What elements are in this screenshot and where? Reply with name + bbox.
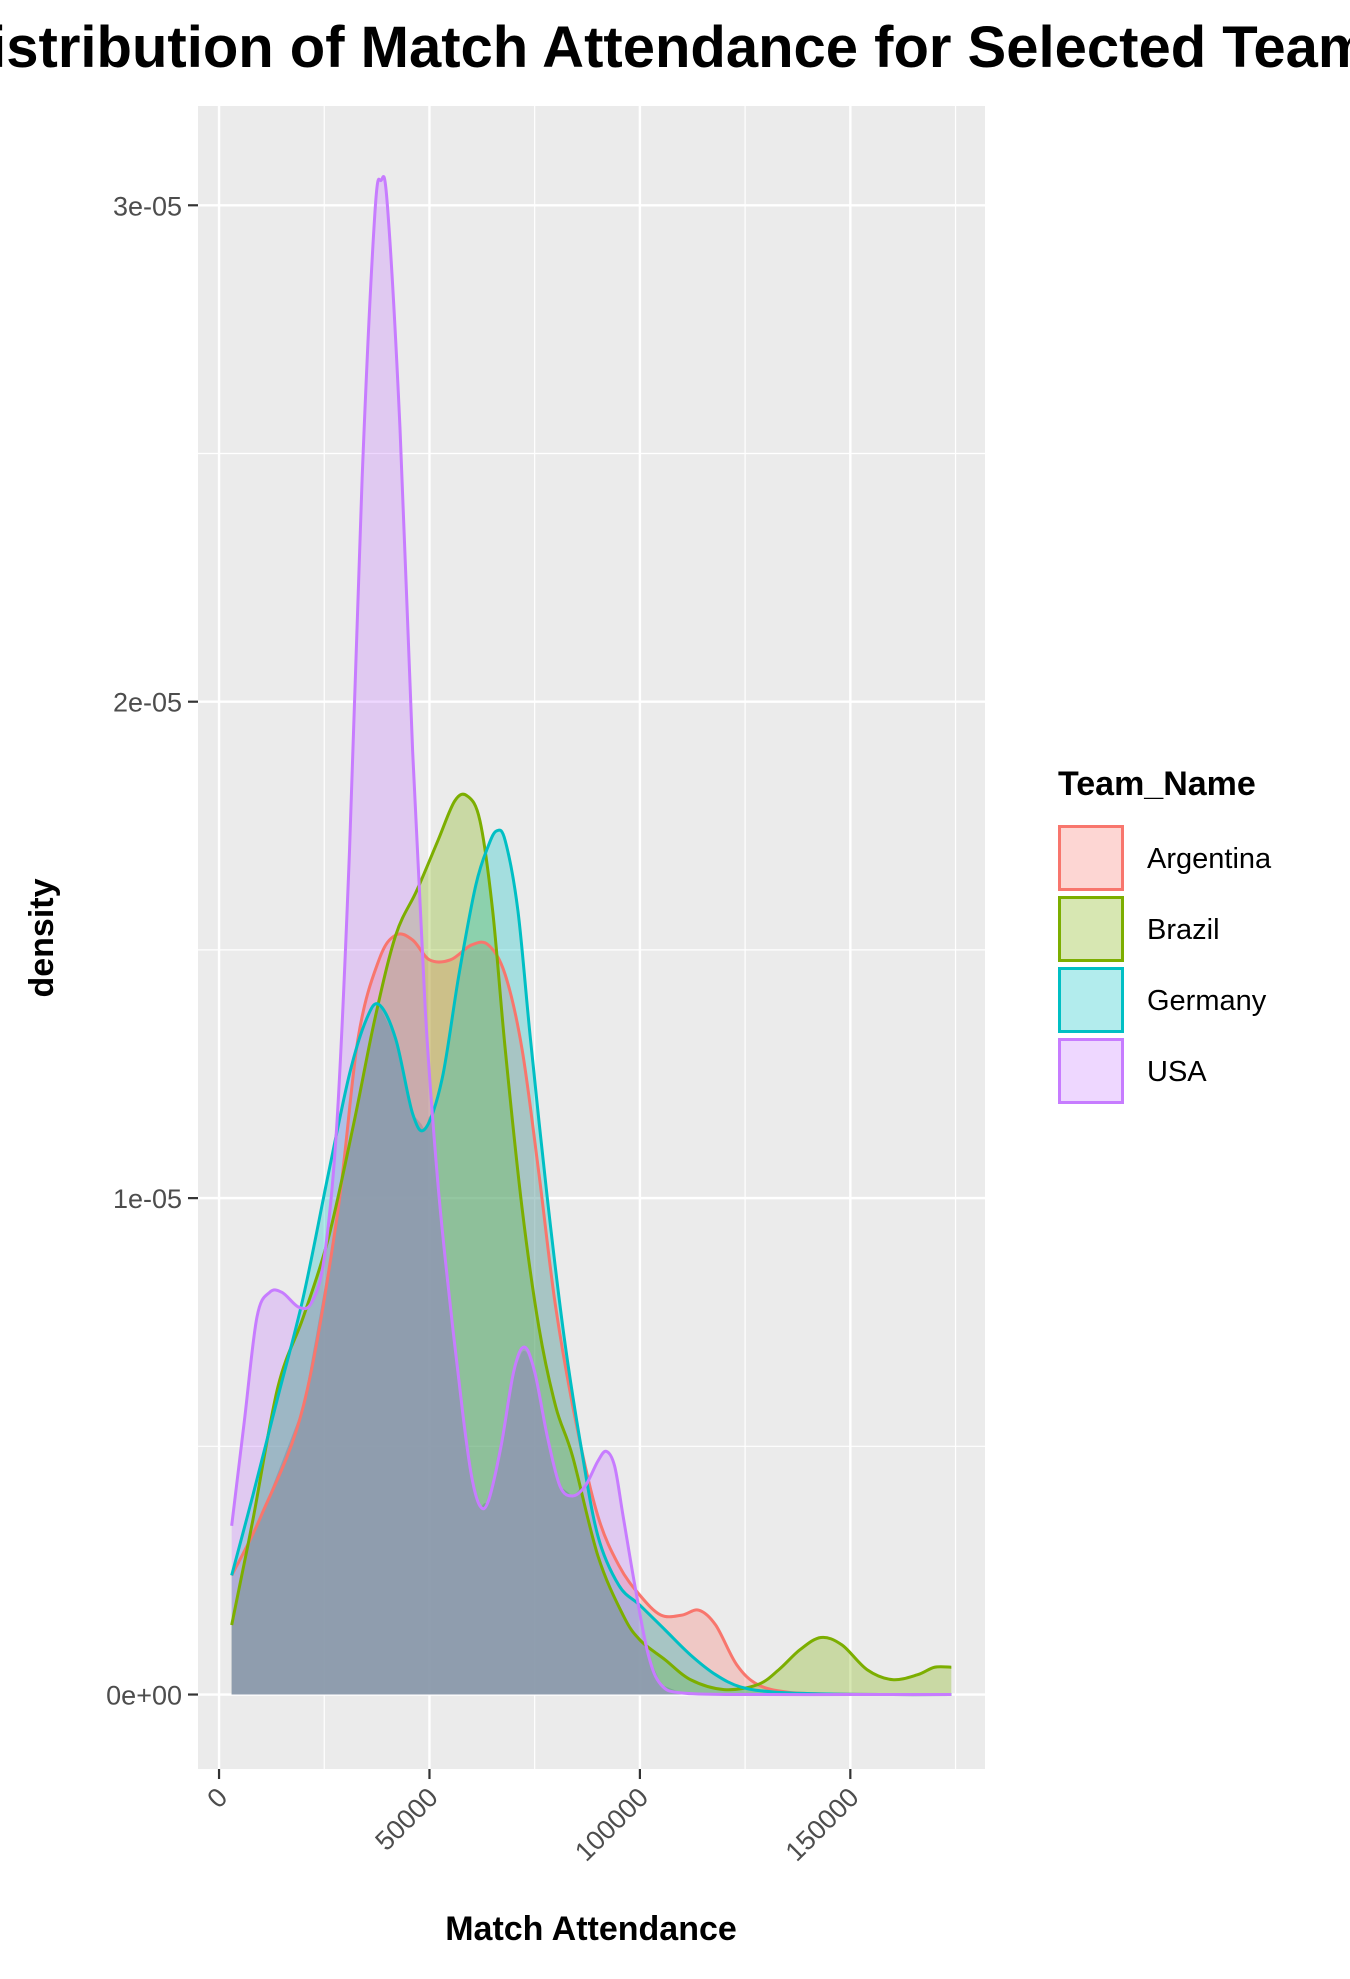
major-gridlines [198,106,985,1769]
legend-label-brazil: Brazil [1147,914,1220,946]
y-axis-title: density [23,878,61,997]
legend-title: Team_Name [1058,765,1256,803]
density-line-germany [230,828,952,1697]
density-area-brazil [231,794,952,1695]
density-areas [231,176,952,1695]
legend-label-usa: USA [1147,1056,1207,1088]
x-tick-label: 0 [201,1782,233,1814]
legend-swatch-brazil [1058,896,1124,962]
x-axis: 0 50000 100000 150000 [201,1769,865,1867]
legend-items: Argentina Brazil Germany USA [1058,825,1272,1104]
y-axis: 0e+00 1e-05 2e-05 3e-05 [106,191,198,1711]
legend-label-germany: Germany [1147,985,1267,1017]
y-tick-label: 0e+00 [106,1681,182,1711]
x-tick-label: 50000 [369,1782,443,1856]
x-axis-title: Match Attendance [445,1910,737,1948]
density-line-usa [230,175,952,1697]
y-tick-label: 1e-05 [113,1184,182,1214]
legend-key-background [1058,1038,1124,1104]
legend-key-background [1058,825,1124,891]
density-area-germany [231,830,952,1695]
minor-gridlines [198,106,985,1769]
x-tick-label: 100000 [569,1782,654,1867]
legend-key-background [1058,896,1124,962]
overlap-area [231,1004,952,1695]
density-area-usa [231,176,952,1695]
density-line-brazil [230,792,952,1692]
overlap-fill-layer [231,1004,952,1695]
density-lines [230,175,952,1697]
legend-key-background [1058,967,1124,1033]
chart-title: Distribution of Match Attendance for Sel… [0,15,1350,80]
y-tick-label: 3e-05 [113,191,182,221]
y-tick-label: 2e-05 [113,688,182,718]
legend-swatch-usa [1058,1038,1124,1104]
legend-swatch-argentina [1058,825,1124,891]
legend-swatch-germany [1058,967,1124,1033]
legend: Team_Name Argentina Brazil Germany USA [1058,765,1272,1104]
x-tick-label: 150000 [780,1782,865,1867]
density-area-argentina [231,933,952,1695]
legend-label-argentina: Argentina [1147,843,1272,875]
